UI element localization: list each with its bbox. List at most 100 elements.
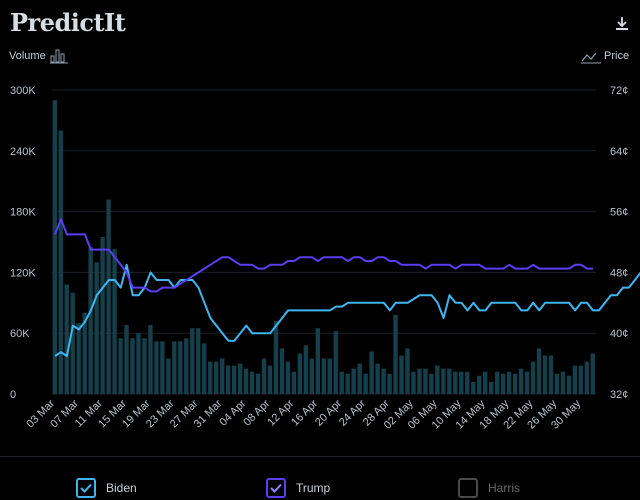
volume-bar <box>64 284 69 394</box>
volume-bar <box>494 371 500 394</box>
trump-checkbox[interactable] <box>266 478 286 498</box>
volume-bar <box>178 341 183 394</box>
volume-bar <box>578 365 584 394</box>
right-tick-label: 48¢ <box>610 267 628 279</box>
volume-bar <box>237 363 243 394</box>
volume-bar <box>506 371 512 394</box>
volume-bar <box>124 325 129 394</box>
volume-bar <box>297 353 303 394</box>
volume-bar <box>267 365 273 394</box>
volume-bar <box>524 371 530 394</box>
volume-bar <box>411 371 416 394</box>
volume-bar <box>309 358 315 394</box>
line-chart-icon <box>581 52 601 64</box>
volume-bar <box>321 358 326 394</box>
right-tick-label: 56¢ <box>610 207 628 219</box>
volume-bar <box>76 323 81 394</box>
volume-bar <box>279 348 285 394</box>
volume-bar <box>417 368 422 394</box>
volume-bar <box>471 381 476 394</box>
volume-bar <box>148 325 153 394</box>
volume-bar <box>166 358 171 394</box>
volume-bar <box>58 130 63 395</box>
volume-bar <box>94 262 99 394</box>
volume-bar <box>387 373 392 394</box>
volume-bar <box>243 368 249 394</box>
volume-bar <box>82 312 87 394</box>
volume-bar <box>590 353 595 394</box>
legend-biden[interactable]: Biden <box>76 476 137 500</box>
check-icon <box>80 483 92 493</box>
harris-label: Harris <box>488 481 520 495</box>
volume-bar <box>560 371 566 394</box>
left-tick-label: 240K <box>10 146 36 158</box>
volume-bar <box>566 375 572 394</box>
volume-bar <box>130 338 135 394</box>
volume-bar <box>554 373 560 394</box>
volume-bar <box>208 361 213 394</box>
volume-bar <box>548 355 554 394</box>
volume-bar <box>363 373 368 394</box>
volume-bar <box>441 368 446 394</box>
legend-trump[interactable]: Trump <box>266 476 330 500</box>
volume-axis-label: Volume <box>9 50 46 62</box>
volume-bar <box>118 338 123 394</box>
right-tick-label: 40¢ <box>610 328 628 340</box>
volume-bar <box>530 361 536 394</box>
volume-bar <box>536 348 542 394</box>
volume-bar <box>488 381 494 394</box>
right-tick-label: 32¢ <box>610 389 628 401</box>
left-tick-label: 60K <box>10 328 30 340</box>
volume-bar <box>381 368 386 394</box>
volume-bar <box>477 375 482 394</box>
volume-bar <box>459 371 464 394</box>
predictit-logo: PredictIt <box>10 8 126 37</box>
volume-bar <box>88 247 93 394</box>
left-tick-label: 0 <box>10 389 16 401</box>
volume-bar <box>255 373 261 394</box>
volume-bar <box>100 236 105 394</box>
volume-bar <box>112 249 117 394</box>
volume-bar <box>160 341 165 394</box>
volume-bar <box>584 361 590 394</box>
volume-bar <box>369 351 374 394</box>
volume-bar <box>512 373 518 394</box>
left-tick-label: 180K <box>10 207 36 219</box>
trump-label: Trump <box>296 481 331 495</box>
price-axis-label: Price <box>604 50 630 62</box>
volume-bar <box>375 363 380 394</box>
harris-checkbox[interactable] <box>458 478 478 498</box>
volume-bar <box>345 373 350 394</box>
volume-bar <box>465 371 470 394</box>
biden-price-line <box>54 263 640 357</box>
volume-bar <box>339 371 344 394</box>
volume-bar <box>327 358 332 394</box>
volume-bar <box>202 343 207 394</box>
volume-bar <box>154 341 159 394</box>
volume-bar <box>136 333 141 394</box>
volume-bar <box>52 100 57 394</box>
volume-bar <box>291 371 297 394</box>
volume-bar <box>261 358 267 394</box>
right-tick-label: 64¢ <box>610 146 628 158</box>
volume-bar <box>106 199 111 394</box>
volume-bar <box>142 338 147 394</box>
volume-bar <box>399 355 404 394</box>
right-tick-label: 72¢ <box>610 85 628 97</box>
legend-harris[interactable]: Harris <box>458 476 520 500</box>
volume-bar <box>219 358 225 394</box>
volume-bar <box>184 338 189 394</box>
download-icon[interactable] <box>615 16 629 32</box>
volume-bar <box>333 331 338 394</box>
volume-bar <box>214 361 219 394</box>
volume-bar <box>196 328 201 394</box>
check-icon <box>270 483 282 493</box>
volume-bar <box>393 314 398 394</box>
volume-bar <box>231 365 237 394</box>
volume-bar <box>572 365 578 394</box>
volume-bar <box>172 341 177 394</box>
volume-bar <box>483 371 488 394</box>
volume-bar <box>190 328 195 394</box>
biden-checkbox[interactable] <box>76 478 96 498</box>
